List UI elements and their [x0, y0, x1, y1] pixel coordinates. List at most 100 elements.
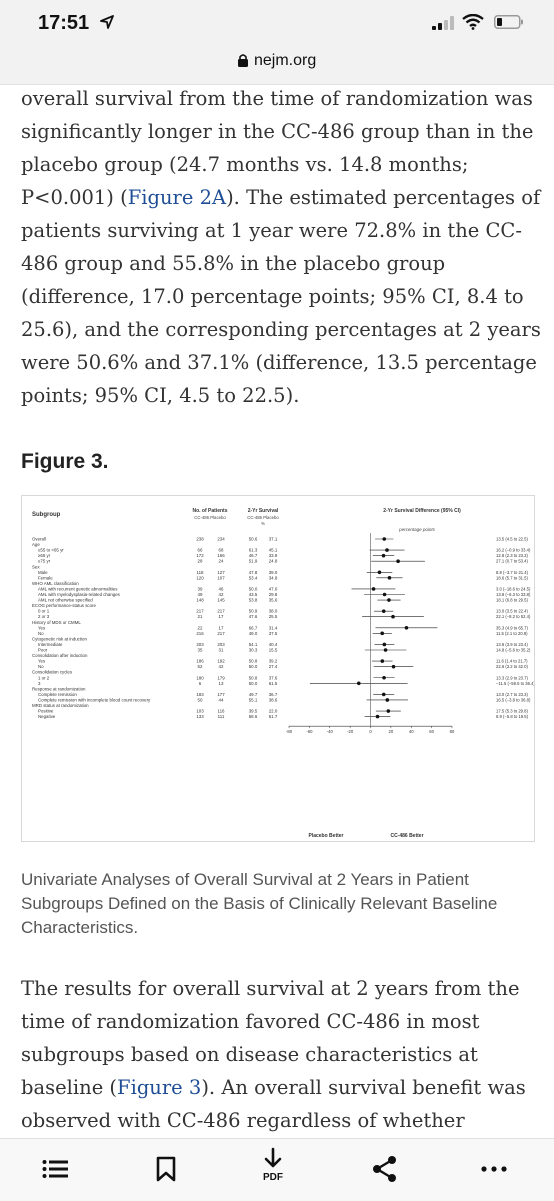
point-estimate: [387, 576, 392, 580]
ci-label: 13.8 (−6.3 to 33.8): [496, 592, 531, 597]
subgroup-label: AML not otherwise specified: [38, 598, 93, 603]
subgroup-label: 3: [38, 681, 41, 686]
placebo-patients: 217: [217, 609, 225, 614]
subgroup-label: Age: [32, 542, 40, 547]
figure-3-link[interactable]: Figure 3: [117, 1076, 202, 1099]
placebo-survival: 29.8: [269, 592, 278, 597]
x-tick-label: 40: [409, 729, 414, 734]
figure-3-forest-plot[interactable]: Subgroup No. of Patients CC-486 Placebo …: [21, 495, 535, 842]
cc486-survival: 50.0: [249, 681, 258, 686]
pdf-download-icon[interactable]: PDF: [258, 1147, 288, 1187]
subgroup-label: Consolidation after induction: [32, 653, 88, 658]
cc486-survival: 51.9: [249, 559, 258, 564]
ci-label: −11.5 (−59.5 to 36.4): [496, 681, 534, 686]
placebo-survival: 37.6: [269, 675, 278, 680]
subgroup-label: History of MDS or CMML: [32, 620, 81, 625]
placebo-survival: 22.0: [269, 709, 278, 714]
cc486-survival: 46.7: [249, 553, 258, 558]
cc486-survival: 55.1: [249, 697, 258, 702]
cc486-survival: 47.6: [249, 614, 258, 619]
cc486-patients: 35: [198, 648, 203, 653]
placebo-survival: 31.4: [269, 625, 278, 630]
point-estimate: [371, 587, 376, 591]
paragraph-text: overall survival from the time of random…: [21, 87, 534, 209]
placebo-patients: 217: [217, 631, 225, 636]
subgroup-label: ECOG performance-status score: [32, 603, 96, 608]
cc486-survival: 53.4: [249, 575, 258, 580]
ci-label: 11.5 (2.1 to 20.9): [496, 631, 528, 636]
ci-label: 11.6 (1.4 to 21.7): [496, 659, 528, 664]
point-estimate: [381, 692, 386, 697]
point-estimate: [385, 698, 390, 702]
figure-2a-link[interactable]: Figure 2A: [127, 186, 227, 209]
ci-label: 13.6 (3.9 to 23.4): [496, 642, 528, 647]
status-time: 17:51: [38, 12, 90, 34]
ci-label: 8.8 (−3.7 to 21.4): [496, 570, 529, 575]
ci-label: 35.3 (4.9 to 65.7): [496, 625, 528, 630]
placebo-survival: 40.4: [269, 642, 278, 647]
placebo-survival: 45.1: [269, 548, 278, 553]
placebo-survival: 36.7: [269, 692, 278, 697]
point-estimate: [382, 537, 387, 541]
subgroup-label: Complete remission: [38, 692, 77, 697]
subgroup-label: Sex: [32, 564, 40, 569]
cc486-patients: 21: [198, 614, 203, 619]
subgroup-label: Positive: [38, 709, 54, 714]
x-tick-label: 80: [450, 729, 455, 734]
cc486-patients: 133: [196, 714, 204, 719]
cc486-patients: 186: [196, 659, 204, 664]
subgroup-header: Subgroup: [32, 512, 61, 518]
cc486-survival: 30.3: [249, 648, 258, 653]
browser-url-bar[interactable]: nejm.org: [0, 44, 554, 85]
subgroup-label: Overall: [32, 537, 46, 542]
svg-text:PDF: PDF: [263, 1172, 283, 1183]
point-estimate: [391, 664, 396, 669]
share-icon[interactable]: [372, 1155, 398, 1183]
subgroup-label: Yes: [38, 659, 46, 664]
subgroup-label: No: [38, 631, 44, 636]
x-tick-label: -40: [327, 729, 334, 734]
subgroup-label: AML with myelodysplasia-related changes: [38, 592, 121, 597]
more-options-icon[interactable]: [481, 1166, 507, 1172]
placebo-patients: 42: [219, 592, 224, 597]
placebo-patients: 179: [217, 675, 225, 680]
wifi-icon: [462, 14, 484, 30]
cc486-survival: 43.5: [249, 592, 258, 597]
subgroup-label: 1 or 2: [38, 675, 50, 680]
bookmark-icon[interactable]: [156, 1156, 176, 1182]
subgroup-label: AML with recurrent genetic abnormalities: [38, 586, 118, 591]
ci-label: 3.0 (−18.6 to 24.5): [496, 586, 531, 591]
placebo-survival: 61.5: [269, 681, 278, 686]
point-estimate: [380, 659, 385, 663]
paragraph-text: ). The estimated percentages of patients…: [21, 186, 541, 407]
cc486-survival: 50.8: [249, 675, 258, 680]
ci-label: 6.9 (−5.8 to 19.5): [496, 714, 529, 719]
placebo-survival: 39.2: [269, 659, 278, 664]
point-estimate: [382, 675, 386, 680]
subgroup-label: No: [38, 664, 44, 669]
cc486-patients: 183: [196, 692, 204, 697]
placebo-patients: 31: [219, 648, 224, 653]
cc486-survival: 50.9: [249, 609, 258, 614]
point-estimate: [386, 709, 391, 713]
cc486-patients: 66: [198, 548, 203, 553]
cc486-patients: 172: [196, 553, 204, 558]
survival-subheader: CC-486 Placebo: [247, 515, 279, 520]
cc486-patients: 216: [196, 631, 204, 636]
placebo-survival: 37.1: [269, 537, 278, 542]
subgroup-label: Negative: [38, 714, 56, 719]
x-tick-label: 0: [369, 729, 372, 734]
cc486-survival: 50.6: [249, 537, 258, 542]
placebo-patients: 68: [219, 548, 224, 553]
url-text: nejm.org: [254, 52, 317, 69]
list-menu-icon[interactable]: [42, 1159, 68, 1179]
subgroup-label: ≥65 yr: [38, 553, 51, 558]
placebo-survival: 15.5: [269, 648, 278, 653]
cc486-patients: 50: [198, 697, 203, 702]
placebo-patients: 145: [217, 598, 225, 603]
cc486-patients: 39: [198, 586, 203, 591]
cc486-patients: 103: [196, 709, 204, 714]
cc486-patients: 203: [196, 642, 204, 647]
difference-unit: percentage points: [398, 527, 436, 532]
placebo-survival: 33.9: [269, 553, 278, 558]
